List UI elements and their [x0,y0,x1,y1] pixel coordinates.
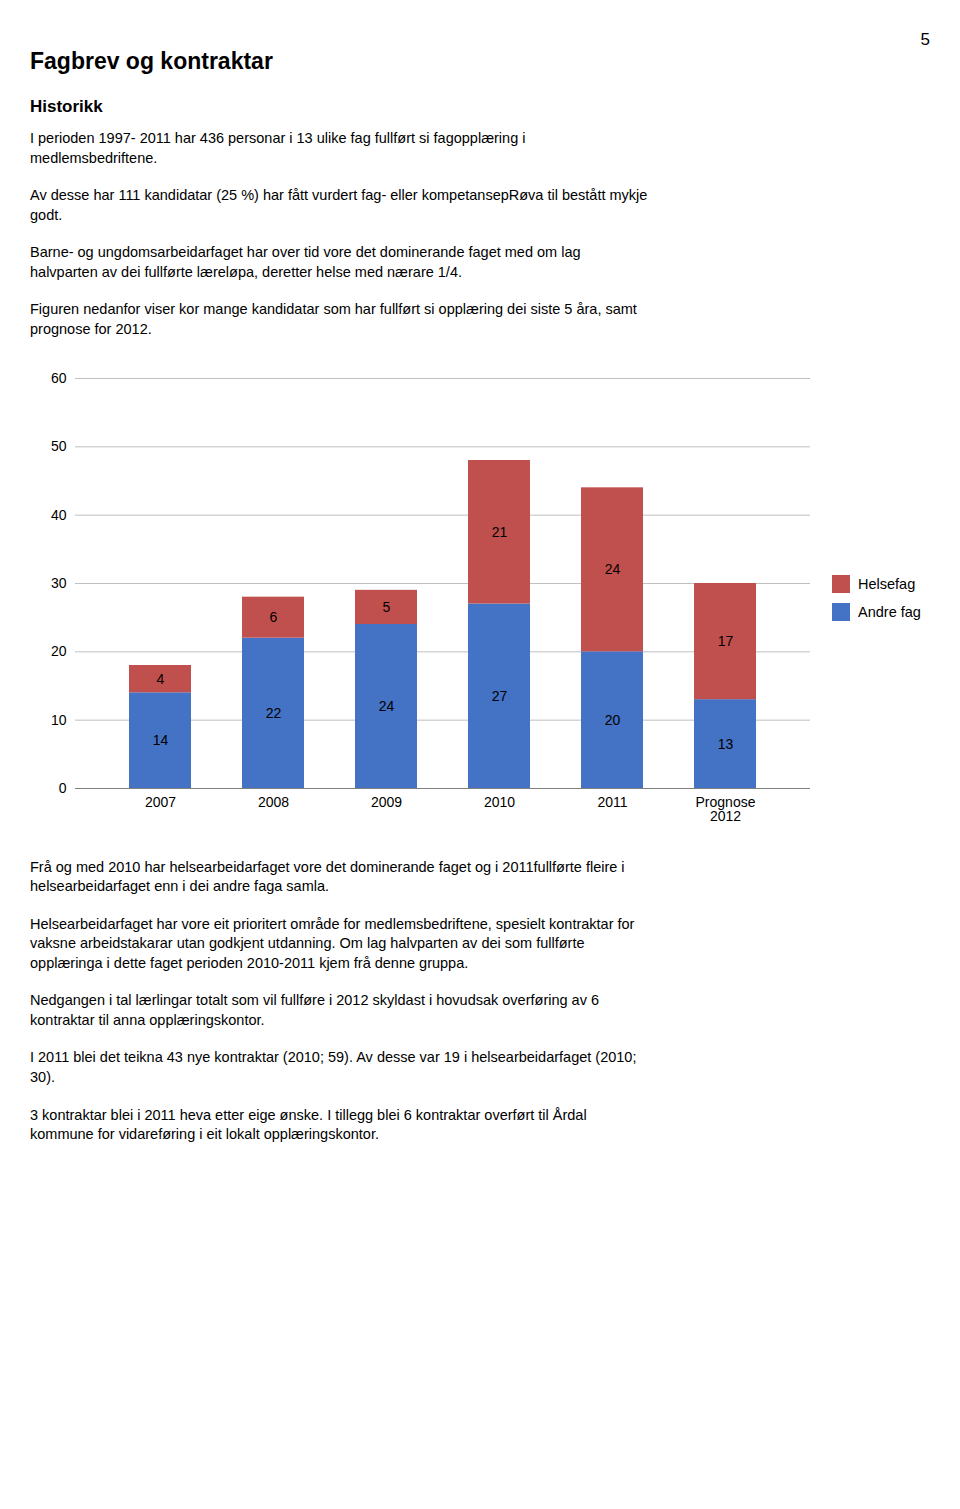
html-text:Helsefag: Helsefag [858,575,916,592]
svg-text:2007: 2007 [145,794,176,810]
svg-text:2010: 2010 [484,794,515,810]
svg-text:6: 6 [270,609,278,625]
svg-text:Prognose2012: Prognose2012 [696,794,756,824]
html-text:Frå og med 2010 har helsearbei: Frå og med 2010 har helsearbeidarfaget v… [30,858,625,895]
svg-text:27: 27 [492,687,508,703]
svg-text:24: 24 [379,697,395,713]
svg-text:5: 5 [383,598,391,614]
svg-text:10: 10 [51,711,67,727]
svg-text:40: 40 [51,506,67,522]
svg-text:13: 13 [718,735,734,751]
svg-text:60: 60 [51,369,67,385]
html-text:Av desse har 111 kandidatar (2: Av desse har 111 kandidatar (25 %) har f… [30,187,648,223]
svg-text:17: 17 [718,633,734,649]
svg-text:2008: 2008 [258,794,289,810]
svg-text:0: 0 [59,779,67,795]
svg-text:20: 20 [51,643,67,659]
svg-text:22: 22 [266,704,282,720]
html-text:I 2011 blei det teikna 43 nye: I 2011 blei det teikna 43 nye kontraktar… [30,1049,637,1085]
svg-text:4: 4 [157,670,165,686]
html-text:Andre fag: Andre fag [858,603,921,620]
html-text:Historikk: Historikk [30,97,103,116]
svg-text:24: 24 [605,561,621,577]
svg-text:50: 50 [51,438,67,454]
html-text:I perioden 1997- 2011 har 436: I perioden 1997- 2011 har 436 personar i… [30,130,526,166]
html-text:3 kontraktar blei i 2011 heva: 3 kontraktar blei i 2011 heva etter eige… [30,1106,587,1143]
html-text:Fagbrev og kontraktar: Fagbrev og kontraktar [30,48,273,74]
svg-text:21: 21 [492,523,508,539]
svg-text:2009: 2009 [371,794,402,810]
html-text:Nedgangen i tal lærlingar tota: Nedgangen i tal lærlingar totalt som vil… [30,992,599,1028]
html-text:Barne- og ungdomsarbeidarfaget: Barne- og ungdomsarbeidarfaget har over … [30,244,581,280]
svg-text:2011: 2011 [597,794,627,810]
html-text:Helsearbeidarfaget har vore ei: Helsearbeidarfaget har vore eit priorite… [30,915,635,971]
html-text:5: 5 [920,30,930,49]
svg-text:20: 20 [605,711,621,727]
svg-text:14: 14 [153,732,169,748]
svg-text:30: 30 [51,574,67,590]
html-text:Figuren nedanfor viser kor man: Figuren nedanfor viser kor mange kandida… [30,301,637,337]
